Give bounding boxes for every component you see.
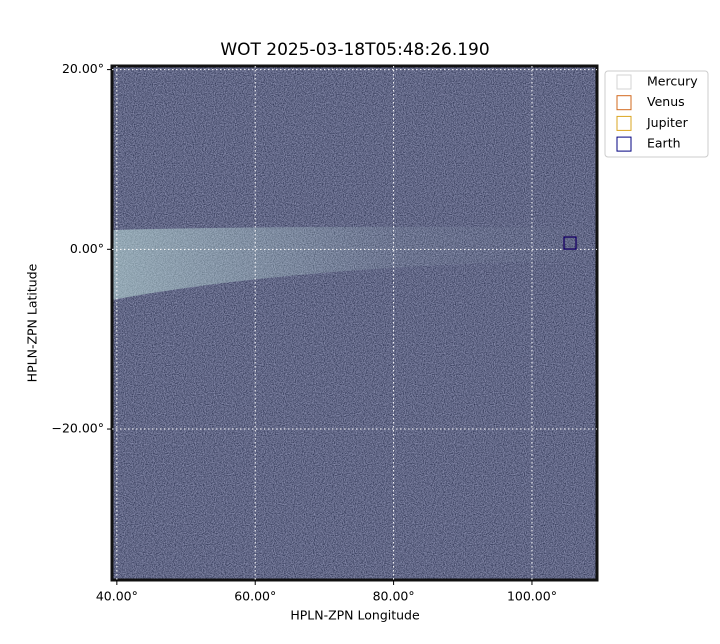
y-tick-label: 0.00° [70,241,104,256]
y-tick-label: −20.00° [51,421,104,436]
legend-swatch [616,95,632,111]
planet-marker [563,236,577,250]
legend-swatch [616,115,632,131]
x-axis-label: HPLN-ZPN Longitude [290,608,420,623]
y-axis-label: HPLN-ZPN Latitude [25,263,40,382]
y-tick-label: 20.00° [62,61,104,76]
x-tick-label: 100.00° [507,589,557,604]
legend-label: Earth [647,136,681,151]
x-tick-label: 80.00° [373,589,415,604]
chart-title: WOT 2025-03-18T05:48:26.190 [220,40,489,60]
legend-swatch [616,136,632,152]
legend-label: Mercury [647,74,698,89]
x-tick-label: 60.00° [234,589,276,604]
legend-swatch [616,74,632,90]
legend-label: Jupiter [646,115,689,130]
legend [604,70,709,158]
legend-label: Venus [647,94,685,109]
x-tick-label: 40.00° [96,589,138,604]
sky-image [110,64,599,582]
